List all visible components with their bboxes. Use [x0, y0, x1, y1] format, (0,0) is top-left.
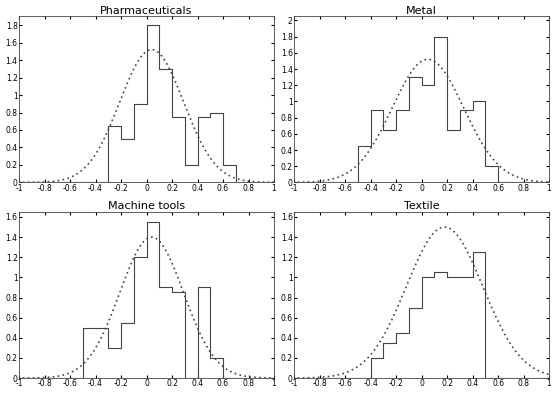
Title: Machine tools: Machine tools	[108, 201, 185, 211]
Title: Textile: Textile	[404, 201, 439, 211]
Title: Pharmaceuticals: Pharmaceuticals	[100, 6, 193, 15]
Title: Metal: Metal	[406, 6, 437, 15]
